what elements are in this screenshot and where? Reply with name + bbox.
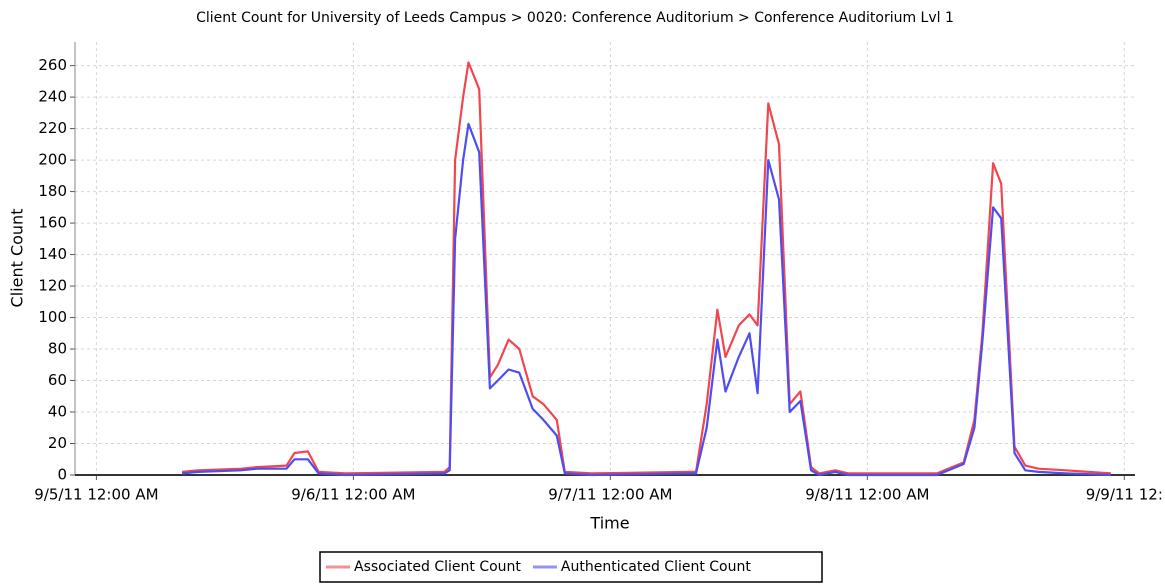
x-axis-title: Time xyxy=(589,514,629,533)
y-tick-label: 200 xyxy=(38,151,67,169)
chart-title: Client Count for University of Leeds Cam… xyxy=(196,10,954,26)
x-tick-label: 9/9/11 12: xyxy=(1086,486,1163,504)
y-tick-label: 0 xyxy=(57,466,67,484)
y-axis-title: Client Count xyxy=(8,209,27,308)
y-tick-label: 40 xyxy=(48,403,67,421)
legend-box xyxy=(319,551,823,583)
y-tick-label: 20 xyxy=(48,434,67,452)
y-tick-label: 240 xyxy=(38,88,67,106)
y-tick-label: 160 xyxy=(38,214,67,232)
y-tick-label: 220 xyxy=(38,119,67,137)
x-tick-label: 9/5/11 12:00 AM xyxy=(34,486,158,504)
y-tick-label: 100 xyxy=(38,308,67,326)
legend-label: Authenticated Client Count xyxy=(561,559,751,575)
x-tick-label: 9/7/11 12:00 AM xyxy=(548,486,672,504)
y-tick-label: 260 xyxy=(38,56,67,74)
series-line xyxy=(181,122,1111,477)
y-tick-label: 80 xyxy=(48,340,67,358)
y-tick-label: 180 xyxy=(38,182,67,200)
y-tick-label: 60 xyxy=(48,371,67,389)
y-tick-label: 140 xyxy=(38,245,67,263)
x-tick-label: 9/6/11 12:00 AM xyxy=(291,486,415,504)
x-tick-label: 9/8/11 12:00 AM xyxy=(805,486,929,504)
legend-label: Associated Client Count xyxy=(354,559,521,575)
y-tick-label: 120 xyxy=(38,277,67,295)
